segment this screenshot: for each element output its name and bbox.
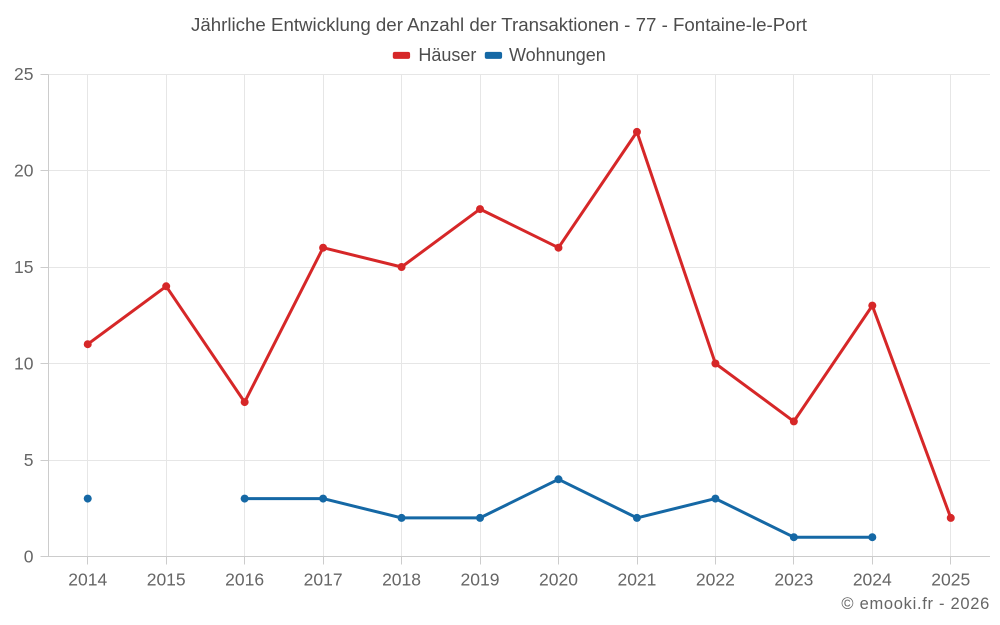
svg-text:2019: 2019 <box>461 570 500 590</box>
svg-text:2024: 2024 <box>853 570 892 590</box>
svg-text:2018: 2018 <box>382 570 421 590</box>
svg-text:Häuser: Häuser <box>418 45 476 65</box>
svg-text:2017: 2017 <box>304 570 343 590</box>
svg-text:Wohnungen: Wohnungen <box>509 45 606 65</box>
svg-text:0: 0 <box>24 547 34 567</box>
svg-text:20: 20 <box>14 161 34 181</box>
svg-text:2016: 2016 <box>225 570 264 590</box>
svg-text:2015: 2015 <box>147 570 186 590</box>
svg-text:Jährliche Entwicklung der Anza: Jährliche Entwicklung der Anzahl der Tra… <box>191 14 808 35</box>
svg-text:2014: 2014 <box>68 570 107 590</box>
svg-text:5: 5 <box>24 450 34 470</box>
svg-text:15: 15 <box>14 257 33 277</box>
svg-text:2021: 2021 <box>617 570 656 590</box>
svg-text:© emooki.fr - 2026: © emooki.fr - 2026 <box>841 595 990 613</box>
svg-text:25: 25 <box>14 64 33 84</box>
svg-text:2022: 2022 <box>696 570 735 590</box>
svg-text:2020: 2020 <box>539 570 578 590</box>
svg-text:2025: 2025 <box>931 570 970 590</box>
svg-text:2023: 2023 <box>774 570 813 590</box>
svg-text:10: 10 <box>14 354 34 374</box>
